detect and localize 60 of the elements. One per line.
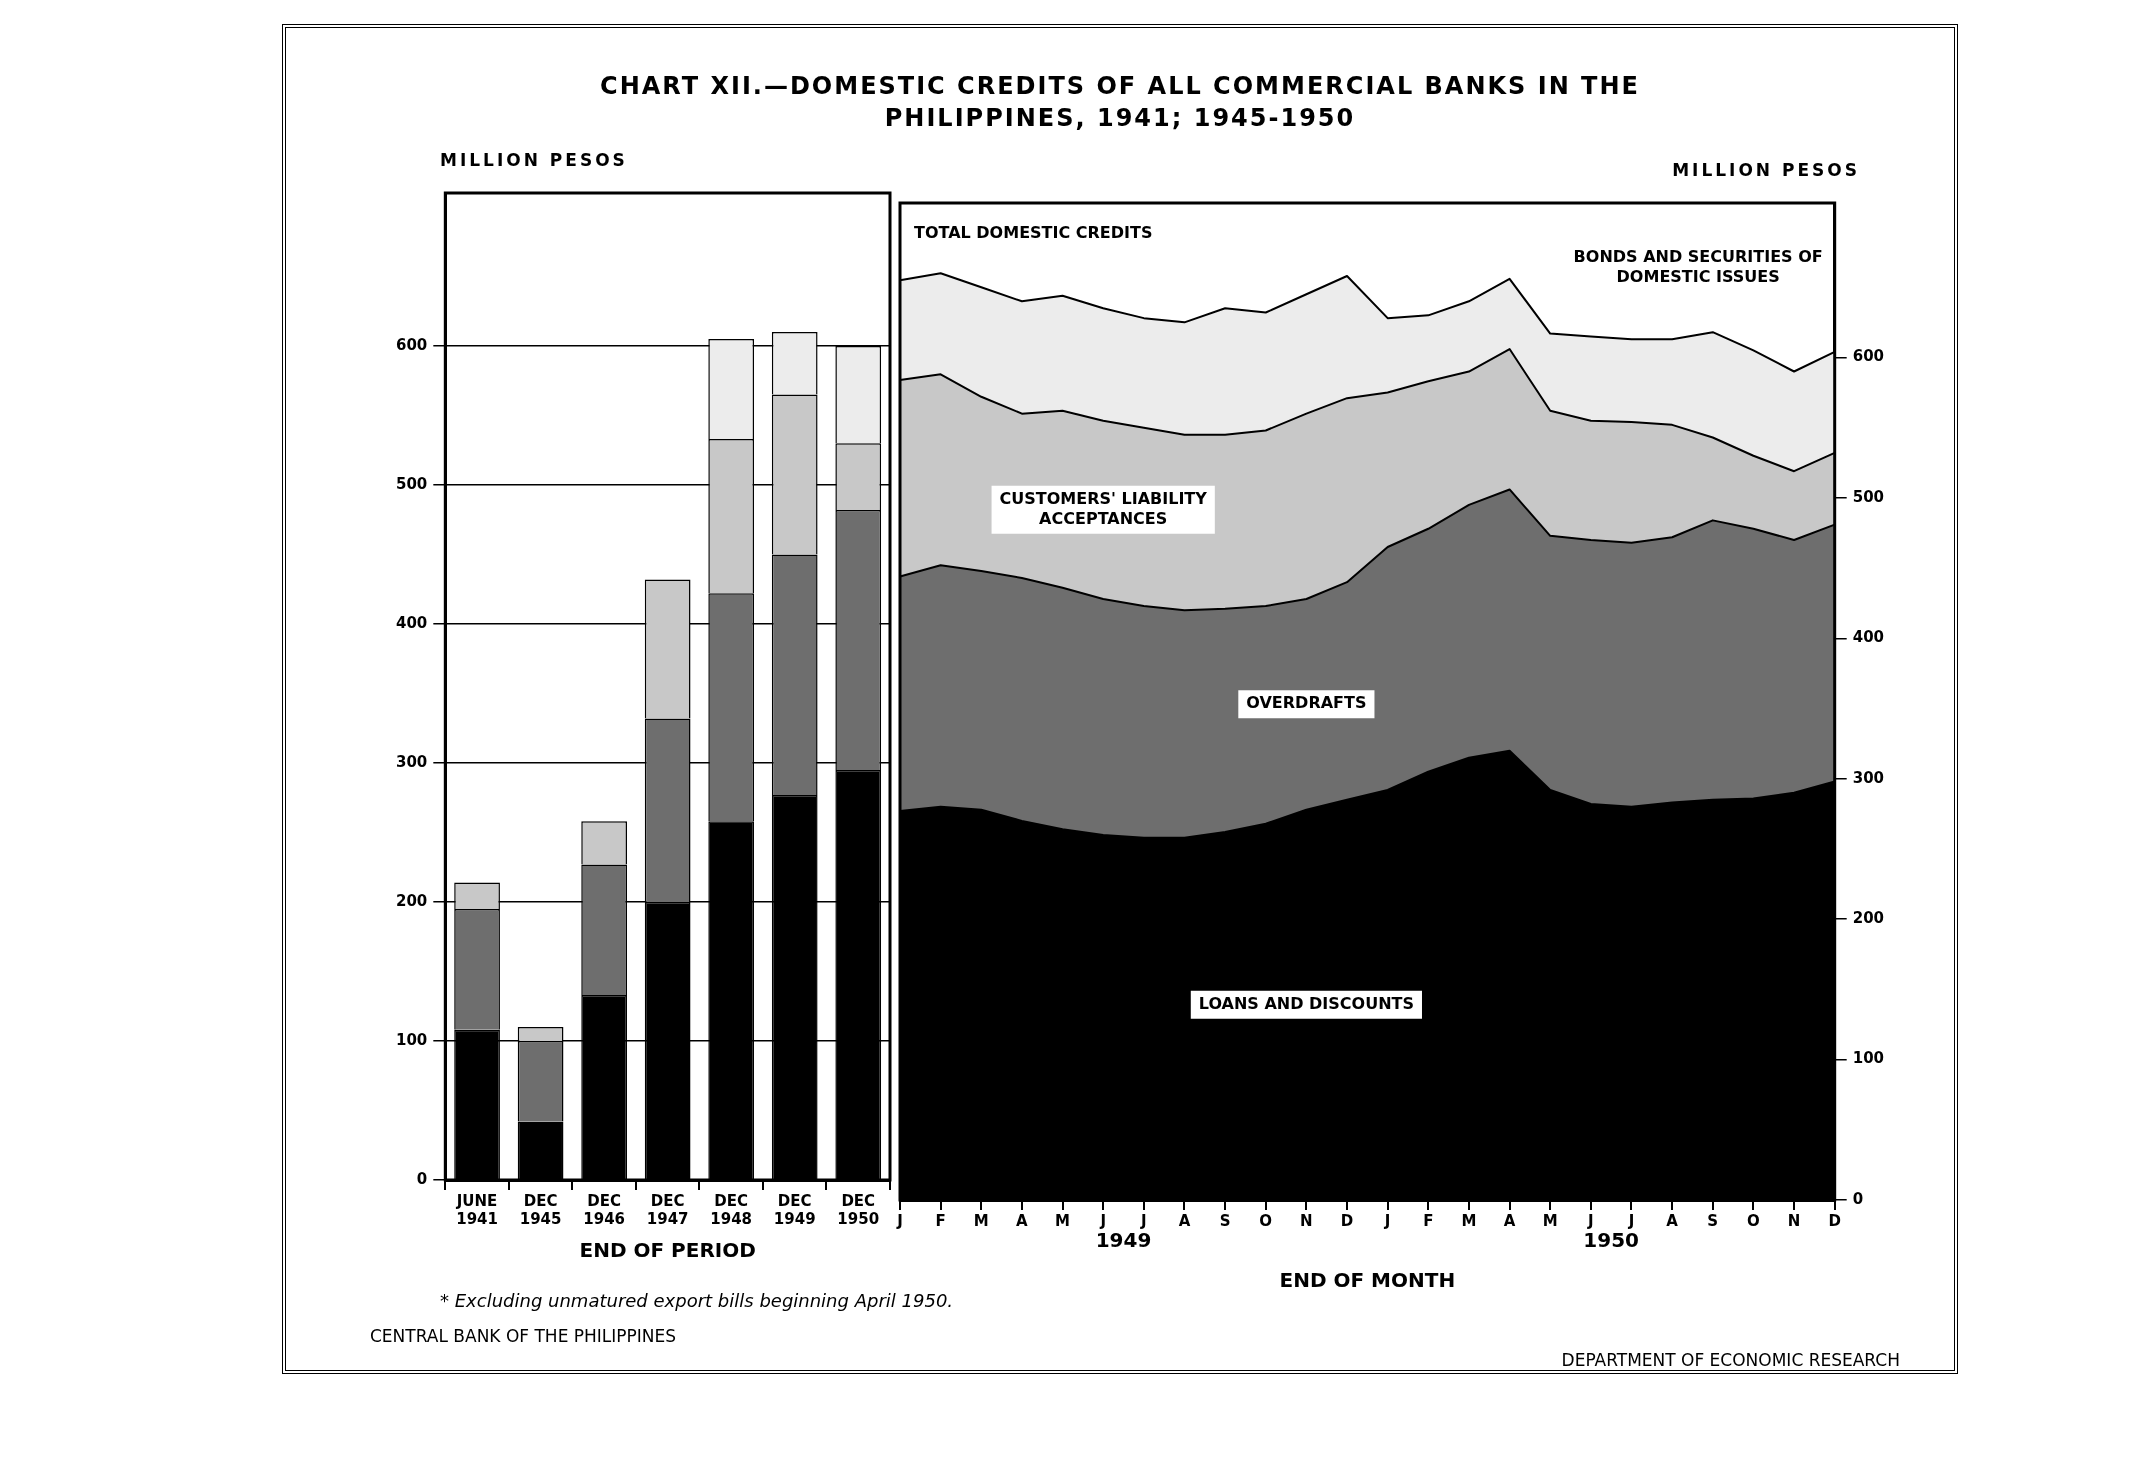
x-tick-label: F	[1423, 1211, 1434, 1230]
x-tick-label: A	[1503, 1211, 1516, 1230]
y2-tick-label: 0	[1852, 1189, 1864, 1208]
x-tick-label: S	[1219, 1211, 1231, 1230]
text: CHART XII.—DOMESTIC CREDITS OF ALL COMMERCIAL BANKS IN THE PHILIPPINES, 1941; 1945-1950	[599, 71, 1641, 134]
text: CENTRAL BANK OF THE PHILIPPINES	[370, 1326, 677, 1346]
text: * Excluding unmatured export bills beginning April 1950.	[440, 1290, 954, 1311]
x-axis-title: END OF PERIOD	[579, 1238, 756, 1263]
x-tick-label: M	[1461, 1211, 1477, 1230]
x-tick-label: J	[1383, 1211, 1391, 1230]
x-tick-label: A	[1178, 1211, 1191, 1230]
y-tick-label: 0	[416, 1169, 428, 1188]
x-tick-label: D	[1340, 1211, 1354, 1230]
x-tick-label: D	[1828, 1211, 1841, 1230]
y-axis-title: MILLION PESOS	[440, 150, 628, 170]
x-tick-label: M	[1542, 1211, 1558, 1230]
y-tick-label: 100	[396, 1030, 428, 1049]
series-label: LOANS AND DISCOUNTS	[1198, 993, 1414, 1013]
x-axis-title: END OF MONTH	[1279, 1268, 1456, 1293]
x-tick-label: M	[973, 1211, 989, 1230]
text: 1949	[1095, 1228, 1152, 1253]
x-tick-label: DEC 1949	[773, 1191, 816, 1228]
y-tick-label: 600	[396, 335, 428, 354]
x-tick-label: J	[1627, 1211, 1635, 1230]
x-tick-label: F	[935, 1211, 946, 1230]
x-tick-label: J	[1587, 1211, 1594, 1230]
series-label: CUSTOMERS' LIABILITY ACCEPTANCES	[999, 488, 1208, 528]
y-tick-label: 400	[396, 613, 428, 632]
y-tick-label: 300	[396, 752, 428, 771]
text: BONDS AND SECURITIES OF DOMESTIC ISSUES	[1573, 246, 1823, 286]
y-tick-label: 500	[396, 474, 428, 493]
y2-tick-label: 100	[1852, 1049, 1884, 1068]
x-tick-label: N	[1787, 1211, 1801, 1230]
x-tick-label: JUNE 1941	[455, 1191, 498, 1228]
y2-tick-label: 500	[1852, 487, 1884, 506]
x-tick-label: DEC 1950	[837, 1191, 880, 1228]
x-tick-label: DEC 1948	[710, 1191, 753, 1228]
x-tick-label: O	[1747, 1211, 1760, 1230]
x-tick-label: DEC 1945	[519, 1191, 562, 1228]
y2-tick-label: 200	[1852, 909, 1884, 928]
x-tick-label: J	[1140, 1211, 1147, 1230]
y-tick-label: 200	[396, 891, 428, 910]
x-tick-label: A	[1016, 1211, 1029, 1230]
x-tick-label: A	[1666, 1211, 1679, 1230]
y2-axis-title: MILLION PESOS	[1672, 160, 1860, 180]
x-tick-label: J	[896, 1211, 903, 1230]
x-tick-label: N	[1300, 1211, 1313, 1230]
y2-tick-label: 300	[1852, 768, 1884, 787]
annotation: TOTAL DOMESTIC CREDITS	[914, 223, 1153, 243]
x-tick-label: J	[1099, 1211, 1106, 1230]
x-tick-label: O	[1259, 1211, 1273, 1230]
text: DEPARTMENT OF ECONOMIC RESEARCH	[1561, 1350, 1900, 1370]
x-tick-label: DEC 1947	[646, 1191, 689, 1228]
y2-tick-label: 400	[1852, 628, 1884, 647]
text: 1950	[1583, 1228, 1640, 1253]
x-tick-label: S	[1707, 1211, 1719, 1230]
x-tick-label: M	[1055, 1211, 1071, 1230]
series-label: OVERDRAFTS	[1246, 693, 1367, 713]
y2-tick-label: 600	[1852, 347, 1884, 366]
x-tick-label: DEC 1946	[583, 1191, 625, 1228]
